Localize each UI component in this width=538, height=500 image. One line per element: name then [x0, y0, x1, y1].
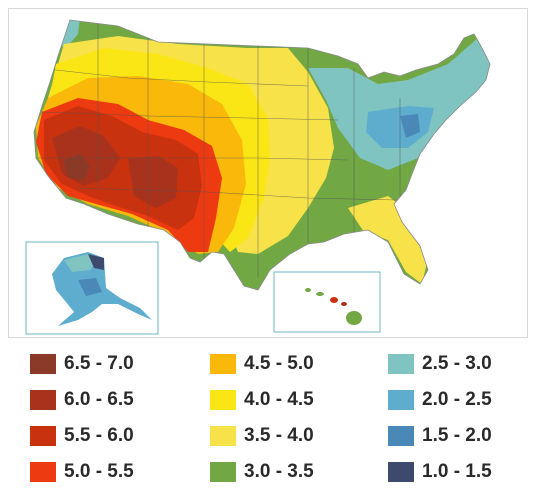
- legend-item: 5.5 - 6.0: [30, 425, 134, 447]
- alaska-north: [64, 254, 98, 272]
- legend-swatch: [388, 354, 414, 374]
- legend-label: 4.5 - 5.0: [244, 353, 314, 374]
- legend-item: 1.0 - 1.5: [388, 461, 492, 483]
- legend-item: 5.0 - 5.5: [30, 461, 134, 483]
- legend-swatch: [210, 354, 236, 374]
- hawaii-inset: [273, 271, 381, 333]
- legend-label: 1.5 - 2.0: [422, 425, 492, 446]
- alaska-mid: [78, 278, 102, 296]
- legend: 6.5 - 7.0 6.0 - 6.5 5.5 - 6.0 5.0 - 5.5 4.5 …: [30, 353, 530, 493]
- zone-2-5-3-0: [308, 38, 490, 170]
- legend-swatch: [210, 390, 236, 410]
- hawaii-island-1: [305, 288, 311, 292]
- hawaii-island-big: [346, 311, 362, 325]
- conus-outline: [33, 19, 491, 291]
- alaska-dark: [88, 254, 104, 270]
- legend-item: 4.5 - 5.0: [210, 353, 314, 375]
- legend-swatch: [210, 462, 236, 482]
- legend-label: 5.5 - 6.0: [64, 425, 134, 446]
- legend-swatch: [30, 354, 56, 374]
- legend-label: 2.5 - 3.0: [422, 353, 492, 374]
- legend-item: 3.5 - 4.0: [210, 425, 314, 447]
- legend-swatch: [210, 426, 236, 446]
- legend-swatch: [30, 462, 56, 482]
- hawaii-island-4: [341, 302, 347, 306]
- legend-item: 6.5 - 7.0: [30, 353, 134, 375]
- legend-label: 6.0 - 6.5: [64, 389, 134, 410]
- hawaii-island-2: [316, 292, 324, 296]
- legend-label: 3.5 - 4.0: [244, 425, 314, 446]
- zone-1-5-2-0: [400, 114, 420, 138]
- legend-label: 4.0 - 4.5: [244, 389, 314, 410]
- state-boundaries: [37, 20, 401, 278]
- zone-6-0-6-5-az: [128, 156, 178, 208]
- legend-swatch: [30, 390, 56, 410]
- legend-swatch: [388, 390, 414, 410]
- solar-map: [25, 19, 491, 335]
- legend-swatch: [388, 462, 414, 482]
- alaska-inset: [25, 241, 159, 335]
- legend-item: 4.0 - 4.5: [210, 389, 314, 411]
- legend-label: 3.0 - 3.5: [244, 461, 314, 482]
- legend-label: 5.0 - 5.5: [64, 461, 134, 482]
- legend-item: 6.0 - 6.5: [30, 389, 134, 411]
- legend-swatch: [388, 426, 414, 446]
- legend-label: 2.0 - 2.5: [422, 389, 492, 410]
- legend-swatch: [30, 426, 56, 446]
- legend-item: 2.5 - 3.0: [388, 353, 492, 375]
- legend-item: 1.5 - 2.0: [388, 425, 492, 447]
- hawaii-island-3: [330, 297, 338, 303]
- legend-item: 2.0 - 2.5: [388, 389, 492, 411]
- legend-label: 6.5 - 7.0: [64, 353, 134, 374]
- legend-label: 1.0 - 1.5: [422, 461, 492, 482]
- legend-item: 3.0 - 3.5: [210, 461, 314, 483]
- zone-6-5-7-0: [64, 154, 90, 180]
